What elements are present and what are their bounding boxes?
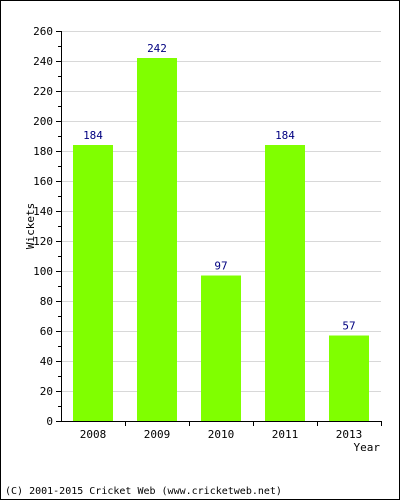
bar-2010 xyxy=(201,275,241,421)
y-tick-label: 60 xyxy=(40,325,53,338)
y-tick-label: 0 xyxy=(46,415,53,428)
y-tick-label: 120 xyxy=(33,235,53,248)
grid-lines xyxy=(61,31,381,392)
data-label-2010: 97 xyxy=(214,260,227,273)
x-tick-label-2013: 2013 xyxy=(336,428,363,441)
data-labels: 184 242 97 184 57 xyxy=(83,42,356,333)
x-tick-label-2008: 2008 xyxy=(80,428,107,441)
y-tick-label: 100 xyxy=(33,265,53,278)
bar-2011 xyxy=(265,145,305,421)
y-tick-label: 240 xyxy=(33,55,53,68)
data-label-2011: 184 xyxy=(275,129,295,142)
y-tick-label: 80 xyxy=(40,295,53,308)
x-tick-label-2010: 2010 xyxy=(208,428,235,441)
bars xyxy=(73,58,369,421)
data-label-2008: 184 xyxy=(83,129,103,142)
y-axis-ticks: 0 20 40 60 80 100 120 140 160 180 200 220 240 260 xyxy=(33,25,61,428)
y-tick-label: 200 xyxy=(33,115,53,128)
y-tick-label: 40 xyxy=(40,355,53,368)
y-axis-title: Wickets xyxy=(24,203,37,249)
x-tick-label-2009: 2009 xyxy=(144,428,171,441)
x-axis-ticks: 2008 2009 2010 2011 2013 xyxy=(80,421,382,441)
x-tick-label-2011: 2011 xyxy=(272,428,299,441)
y-tick-label: 180 xyxy=(33,145,53,158)
y-tick-label: 160 xyxy=(33,175,53,188)
y-tick-label: 220 xyxy=(33,85,53,98)
copyright-footer: (C) 2001-2015 Cricket Web (www.cricketwe… xyxy=(5,486,282,497)
y-tick-label: 140 xyxy=(33,205,53,218)
bar-2008 xyxy=(73,145,113,421)
y-tick-label: 260 xyxy=(33,25,53,38)
axes xyxy=(61,31,381,422)
bar-2013 xyxy=(329,335,369,421)
data-label-2009: 242 xyxy=(147,42,167,55)
y-tick-label: 20 xyxy=(40,385,53,398)
bar-2009 xyxy=(137,58,177,421)
data-label-2013: 57 xyxy=(342,320,355,333)
x-axis-title: Year xyxy=(354,441,381,454)
